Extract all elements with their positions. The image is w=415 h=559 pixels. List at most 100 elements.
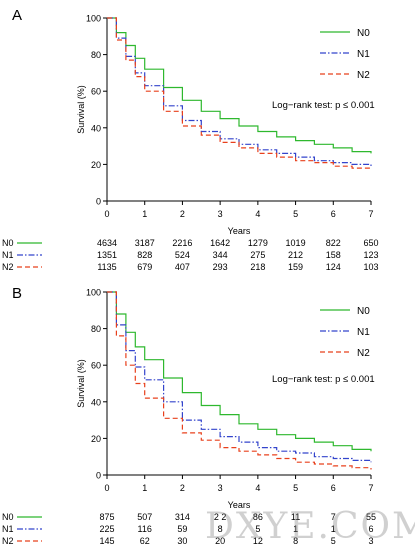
series-n1-line bbox=[107, 291, 372, 463]
risk-count-cell: 1135 bbox=[97, 262, 116, 272]
series-n2-line bbox=[107, 17, 372, 170]
risk-row-label-n1: N1 bbox=[2, 250, 14, 260]
risk-count-cell: 822 bbox=[326, 238, 341, 248]
risk-count-cell: 11 bbox=[291, 512, 300, 522]
risk-count-cell: 145 bbox=[99, 536, 114, 546]
x-tick-label: 0 bbox=[104, 483, 109, 493]
risk-row-label-n0: N0 bbox=[2, 238, 14, 248]
risk-count-cell: 507 bbox=[137, 512, 152, 522]
panel-label: B bbox=[12, 285, 22, 302]
y-tick-label: 100 bbox=[86, 288, 101, 298]
risk-count-cell: 293 bbox=[213, 262, 228, 272]
risk-count-cell: 1351 bbox=[97, 250, 117, 260]
x-tick-label: 5 bbox=[293, 209, 298, 219]
y-tick-label: 60 bbox=[91, 361, 101, 371]
risk-count-cell: 12 bbox=[253, 536, 263, 546]
x-axis-title: Years bbox=[228, 500, 251, 510]
series-n2-line bbox=[107, 291, 372, 470]
risk-count-cell: 2216 bbox=[172, 238, 192, 248]
legend-label-n2: N2 bbox=[357, 70, 370, 81]
risk-count-cell: 123 bbox=[363, 250, 378, 260]
risk-count-cell: 86 bbox=[253, 512, 263, 522]
risk-count-cell: 124 bbox=[326, 262, 341, 272]
x-tick-label: 3 bbox=[218, 209, 223, 219]
x-tick-label: 4 bbox=[255, 483, 260, 493]
risk-count-cell: 55 bbox=[366, 512, 376, 522]
risk-count-cell: 8 bbox=[218, 524, 223, 534]
risk-count-cell: 20 bbox=[215, 536, 225, 546]
y-tick-label: 100 bbox=[86, 14, 101, 24]
risk-count-cell: 103 bbox=[363, 262, 378, 272]
x-tick-label: 7 bbox=[368, 209, 373, 219]
risk-count-cell: 828 bbox=[137, 250, 152, 260]
y-axis-title: Survival (%) bbox=[76, 85, 86, 134]
risk-count-cell: 62 bbox=[140, 536, 150, 546]
risk-count-cell: 679 bbox=[137, 262, 152, 272]
risk-count-cell: 5 bbox=[331, 536, 336, 546]
y-tick-label: 60 bbox=[91, 87, 101, 97]
risk-count-cell: 1 bbox=[293, 524, 298, 534]
legend-label-n2: N2 bbox=[357, 348, 370, 359]
risk-row-label-n0: N0 bbox=[2, 512, 14, 522]
x-tick-label: 1 bbox=[142, 209, 147, 219]
risk-count-cell: 1019 bbox=[286, 238, 306, 248]
x-tick-label: 1 bbox=[142, 483, 147, 493]
log-rank-annotation: Log−rank test: p ≤ 0.001 bbox=[272, 374, 375, 385]
y-tick-label: 80 bbox=[91, 324, 101, 334]
y-axis-title: Survival (%) bbox=[76, 359, 86, 408]
risk-count-cell: 524 bbox=[175, 250, 190, 260]
x-tick-label: 5 bbox=[293, 483, 298, 493]
x-tick-label: 7 bbox=[368, 483, 373, 493]
risk-count-cell: 218 bbox=[250, 262, 265, 272]
y-tick-label: 40 bbox=[91, 123, 101, 133]
risk-count-cell: 344 bbox=[213, 250, 228, 260]
risk-count-cell: 5 bbox=[255, 524, 260, 534]
x-axis-title: Years bbox=[228, 226, 251, 236]
risk-row-label-n2: N2 bbox=[2, 262, 14, 272]
series-n0-line bbox=[107, 17, 372, 154]
y-tick-label: 0 bbox=[96, 471, 101, 481]
y-tick-label: 40 bbox=[91, 397, 101, 407]
y-tick-label: 0 bbox=[96, 197, 101, 207]
risk-count-cell: 6 bbox=[368, 524, 373, 534]
x-tick-label: 2 bbox=[180, 209, 185, 219]
risk-count-cell: 314 bbox=[175, 512, 190, 522]
risk-count-cell: 1279 bbox=[248, 238, 268, 248]
risk-count-cell: 59 bbox=[177, 524, 187, 534]
y-tick-label: 80 bbox=[91, 50, 101, 60]
panel-label: A bbox=[12, 7, 22, 24]
risk-count-cell: 158 bbox=[326, 250, 341, 260]
risk-count-cell: 650 bbox=[363, 238, 378, 248]
risk-count-cell: 407 bbox=[175, 262, 190, 272]
legend-label-n1: N1 bbox=[357, 327, 370, 338]
risk-count-cell: 1642 bbox=[210, 238, 230, 248]
risk-count-cell: 212 bbox=[288, 250, 303, 260]
y-tick-label: 20 bbox=[91, 160, 101, 170]
x-tick-label: 6 bbox=[331, 483, 336, 493]
risk-row-label-n2: N2 bbox=[2, 536, 14, 546]
x-tick-label: 6 bbox=[331, 209, 336, 219]
risk-count-cell: 159 bbox=[288, 262, 303, 272]
risk-count-cell: 275 bbox=[250, 250, 265, 260]
risk-count-cell: 1 bbox=[331, 524, 336, 534]
risk-count-cell: 7 bbox=[331, 512, 336, 522]
x-tick-label: 0 bbox=[104, 209, 109, 219]
risk-count-cell: 3187 bbox=[135, 238, 155, 248]
risk-count-cell: 4634 bbox=[97, 238, 117, 248]
risk-count-cell: 116 bbox=[138, 524, 152, 534]
x-tick-label: 4 bbox=[255, 209, 260, 219]
risk-count-cell: 2 2 bbox=[214, 512, 227, 522]
x-tick-label: 2 bbox=[180, 483, 185, 493]
risk-count-cell: 875 bbox=[99, 512, 114, 522]
legend-label-n0: N0 bbox=[357, 306, 370, 317]
risk-row-label-n1: N1 bbox=[2, 524, 14, 534]
x-tick-label: 3 bbox=[218, 483, 223, 493]
risk-count-cell: 30 bbox=[177, 536, 187, 546]
series-n0-line bbox=[107, 291, 372, 452]
risk-count-cell: 3 bbox=[368, 536, 373, 546]
risk-count-cell: 225 bbox=[99, 524, 114, 534]
y-tick-label: 20 bbox=[91, 434, 101, 444]
legend-label-n0: N0 bbox=[357, 28, 370, 39]
